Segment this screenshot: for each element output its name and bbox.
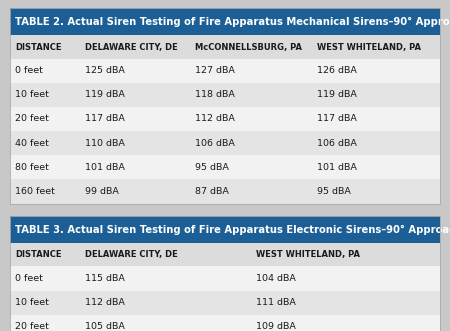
Bar [10,216,440,243]
Text: 117 dBA: 117 dBA [317,115,357,123]
Text: TABLE 2. Actual Siren Testing of Fire Apparatus Mechanical Sirens–90° Approach: TABLE 2. Actual Siren Testing of Fire Ap… [15,17,450,27]
Text: WEST WHITELAND, PA: WEST WHITELAND, PA [256,250,360,260]
Text: DELAWARE CITY, DE: DELAWARE CITY, DE [85,250,178,260]
Bar [10,35,440,59]
Text: 87 dBA: 87 dBA [195,187,229,196]
Text: 99 dBA: 99 dBA [85,187,119,196]
Text: 111 dBA: 111 dBA [256,298,296,307]
Text: 20 feet: 20 feet [15,115,49,123]
Text: 119 dBA: 119 dBA [85,90,125,99]
Text: 119 dBA: 119 dBA [317,90,357,99]
Text: TABLE 3. Actual Siren Testing of Fire Apparatus Electronic Sirens–90° Approach: TABLE 3. Actual Siren Testing of Fire Ap… [15,225,450,235]
Text: 106 dBA: 106 dBA [317,139,357,148]
Bar [10,216,440,331]
Text: 95 dBA: 95 dBA [195,163,229,172]
Bar [10,59,440,83]
Text: 20 feet: 20 feet [15,322,49,331]
Text: 125 dBA: 125 dBA [85,66,125,75]
Text: 105 dBA: 105 dBA [85,322,125,331]
Text: 10 feet: 10 feet [15,90,49,99]
Text: 10 feet: 10 feet [15,298,49,307]
Text: 126 dBA: 126 dBA [317,66,357,75]
Bar [10,243,440,266]
Bar [10,315,440,331]
Text: 117 dBA: 117 dBA [85,115,125,123]
Text: 109 dBA: 109 dBA [256,322,296,331]
Bar [10,179,440,204]
Bar [10,8,440,204]
Bar [10,266,440,291]
Text: 118 dBA: 118 dBA [195,90,235,99]
Text: 0 feet: 0 feet [15,66,43,75]
Bar [10,83,440,107]
Text: 110 dBA: 110 dBA [85,139,125,148]
Bar [10,107,440,131]
Text: 160 feet: 160 feet [15,187,55,196]
Text: 101 dBA: 101 dBA [85,163,125,172]
Text: DISTANCE: DISTANCE [15,250,62,260]
Bar [10,155,440,179]
Bar [10,291,440,315]
Text: 127 dBA: 127 dBA [195,66,235,75]
Text: WEST WHITELAND, PA: WEST WHITELAND, PA [317,42,421,52]
Text: 115 dBA: 115 dBA [85,274,125,283]
Text: 0 feet: 0 feet [15,274,43,283]
Text: McCONNELLSBURG, PA: McCONNELLSBURG, PA [195,42,302,52]
Text: 101 dBA: 101 dBA [317,163,357,172]
Text: 106 dBA: 106 dBA [195,139,235,148]
Text: 80 feet: 80 feet [15,163,49,172]
Bar [10,8,440,35]
Text: DISTANCE: DISTANCE [15,42,62,52]
Bar [10,131,440,155]
Text: 95 dBA: 95 dBA [317,187,351,196]
Text: DELAWARE CITY, DE: DELAWARE CITY, DE [85,42,178,52]
Text: 40 feet: 40 feet [15,139,49,148]
Text: 104 dBA: 104 dBA [256,274,296,283]
Text: 112 dBA: 112 dBA [85,298,125,307]
Text: 112 dBA: 112 dBA [195,115,235,123]
